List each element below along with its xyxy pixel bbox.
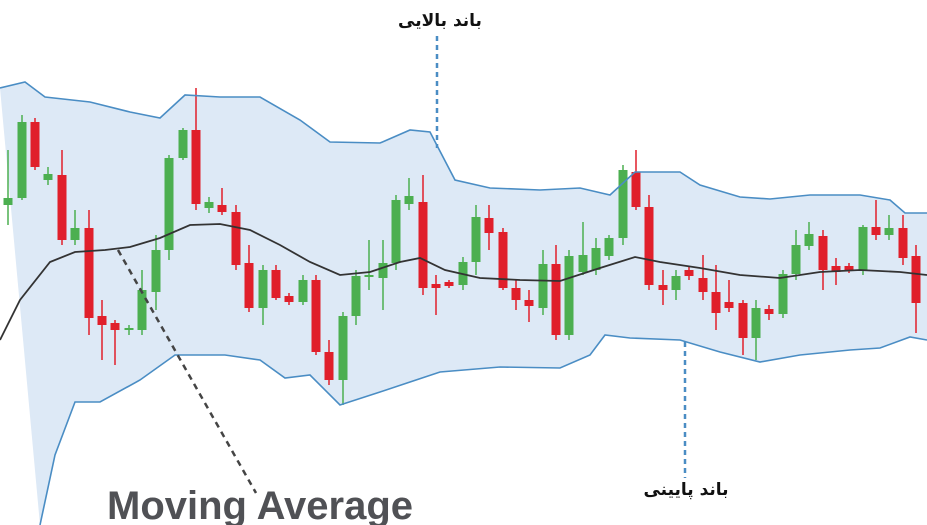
candle-body (778, 274, 788, 314)
candle-body (124, 328, 134, 330)
candle-body (191, 130, 201, 204)
candle-body (751, 308, 761, 338)
candle-body (658, 285, 668, 290)
candle-body (471, 217, 481, 262)
moving-average-label: Moving Average (107, 484, 413, 525)
candle-body (404, 196, 414, 204)
candle-body (804, 234, 814, 246)
candle-body (110, 323, 120, 330)
candle-body (618, 170, 628, 238)
candle-body (3, 198, 13, 205)
candle-body (57, 175, 67, 240)
candle-body (591, 248, 601, 270)
candle-body (551, 264, 561, 335)
candle-body (631, 172, 641, 207)
plot (0, 81, 927, 525)
candle-body (338, 316, 348, 380)
upper-band-label: باند بالایی (398, 11, 482, 31)
candle-body (831, 266, 841, 272)
candle-body (911, 256, 921, 303)
candle-body (151, 250, 161, 292)
candle-body (43, 174, 53, 180)
candle-body (791, 245, 801, 274)
candle-body (217, 205, 227, 212)
candle-body (70, 228, 80, 240)
candle-body (484, 218, 494, 233)
candle-body (204, 202, 214, 208)
candle-body (378, 263, 388, 278)
candle-body (258, 270, 268, 308)
candle-body (444, 282, 454, 286)
candle-body (764, 309, 774, 314)
candle-body (97, 316, 107, 325)
candle-body (898, 228, 908, 258)
candle-body (564, 256, 574, 335)
candle-body (498, 232, 508, 288)
candle-body (418, 202, 428, 288)
candle-body (578, 255, 588, 272)
candle-body (324, 352, 334, 380)
candle-body (311, 280, 321, 352)
candle-body (684, 270, 694, 276)
candle-body (84, 228, 94, 318)
candle-body (391, 200, 401, 263)
band-line (0, 81, 927, 214)
candle-body (298, 280, 308, 302)
candle-body (858, 227, 868, 270)
candle-body (511, 288, 521, 300)
candle-body (271, 270, 281, 298)
candle-body (871, 227, 881, 235)
candle-body (604, 238, 614, 256)
candle-body (711, 292, 721, 313)
candle-body (137, 290, 147, 330)
candle-body (431, 284, 441, 288)
candle-body (244, 263, 254, 308)
candle-body (538, 264, 548, 308)
candle-body (524, 300, 534, 306)
candle-body (644, 207, 654, 285)
band-fill (0, 82, 927, 525)
candle-body (351, 276, 361, 316)
candle-body (724, 302, 734, 308)
candle-body (17, 122, 27, 198)
candle-body (671, 276, 681, 290)
band-line (0, 223, 927, 341)
candle-body (164, 158, 174, 250)
ma-pointer (116, 249, 258, 494)
candle-body (844, 266, 854, 270)
candle-body (231, 212, 241, 265)
candle-body (30, 122, 40, 167)
candle-body (884, 228, 894, 235)
candle-body (698, 278, 708, 292)
candle-body (178, 130, 188, 158)
candle-body (818, 236, 828, 270)
candle-body (738, 303, 748, 338)
candle-body (364, 275, 374, 277)
band-line (39, 334, 927, 525)
candle-body (284, 296, 294, 302)
lower-band-label: باند پایینی (643, 480, 728, 500)
